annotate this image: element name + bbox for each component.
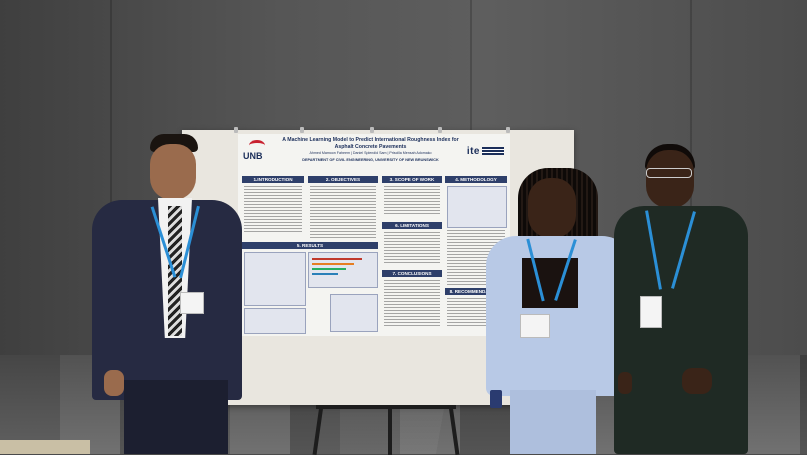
section-objectives-header: 2. OBJECTIVES [308,176,378,183]
section-conclusions-header: 7. CONCLUSIONS [382,270,442,277]
easel-crossbar [316,405,456,409]
chart-bar [312,268,346,270]
poster-department: DEPARTMENT OF CIVIL ENGINEERING, UNIVERS… [302,158,439,162]
pushpin [506,127,510,133]
striped-tie [168,206,182,336]
section-methodology-header: 4. METHODOLOGY [445,176,507,183]
section-results-header: 5. RESULTS [242,242,378,249]
ite-logo: ite [467,146,504,157]
name-badge [180,292,204,314]
face [150,144,196,200]
chart-bar [312,273,338,275]
section-scope-header: 3. SCOPE OF WORK [382,176,442,183]
black-top [522,258,578,308]
hand [618,372,632,394]
pushpin [438,127,442,133]
results-summary-table [330,294,378,332]
light-blue-trousers [510,390,596,454]
dark-green-dress [614,206,748,454]
face [528,178,576,238]
pushpin [370,127,374,133]
limitations-text [384,232,440,264]
chart-bar [312,258,362,260]
easel-leg [388,405,392,455]
glasses [646,168,692,178]
name-badge [640,296,662,328]
unb-logo: UNB [243,140,265,161]
conclusions-text [384,280,440,328]
pushpin [234,127,238,133]
hand [104,370,124,396]
hand [682,368,712,394]
wall-seam [110,0,112,360]
section-recommendations-header: 8. RECOMMENDATIONS [445,288,507,295]
phone [490,390,502,408]
section-introduction-header: 1.INTRODUCTION [242,176,304,183]
poster-header: UNB A Machine Learning Model to Predict … [238,134,510,172]
results-table [244,252,306,306]
chart-bar [312,263,354,265]
table-edge [0,440,90,454]
trousers [124,380,228,454]
objectives-text [310,186,376,238]
poster-authors: Ahmed Mamoon Faheem | Daniel Splendid Sa… [309,151,432,155]
section-limitations-header: 6. LIMITATIONS [382,222,442,229]
research-poster: UNB A Machine Learning Model to Predict … [238,134,510,336]
pushpin [300,127,304,133]
name-badge [520,314,550,338]
scope-text [384,186,440,216]
introduction-text [244,186,302,234]
poster-title: A Machine Learning Model to Predict Inte… [282,137,459,150]
methodology-diagram [447,186,507,228]
face [646,150,694,208]
results-plot [244,308,306,334]
